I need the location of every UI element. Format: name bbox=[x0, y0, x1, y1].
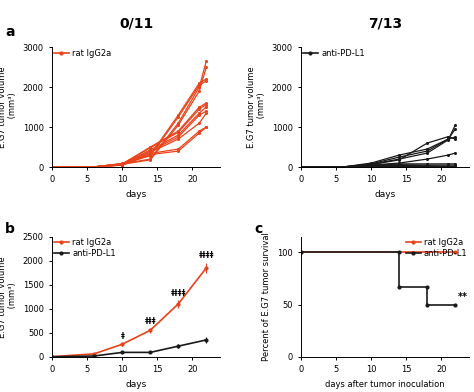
Legend: rat IgG2a: rat IgG2a bbox=[54, 49, 111, 58]
X-axis label: days after tumor inoculation: days after tumor inoculation bbox=[325, 379, 445, 388]
Text: a: a bbox=[5, 25, 15, 40]
Text: c: c bbox=[254, 222, 262, 236]
X-axis label: days: days bbox=[126, 190, 147, 199]
Y-axis label: E.G7 tumor volume
 (mm³): E.G7 tumor volume (mm³) bbox=[246, 66, 266, 148]
Text: ‡‡‡‡: ‡‡‡‡ bbox=[199, 251, 214, 260]
X-axis label: days: days bbox=[374, 190, 396, 199]
Text: ‡‡‡‡: ‡‡‡‡ bbox=[171, 289, 186, 298]
Text: ‡‡‡: ‡‡‡ bbox=[145, 316, 156, 325]
Legend: anti-PD-L1: anti-PD-L1 bbox=[303, 49, 365, 58]
Title: 0/11: 0/11 bbox=[119, 16, 154, 31]
Text: b: b bbox=[5, 222, 15, 236]
Y-axis label: E.G7 tumor volume
 (mm³): E.G7 tumor volume (mm³) bbox=[0, 66, 17, 148]
Y-axis label: Percent of E.G7 tumor survival: Percent of E.G7 tumor survival bbox=[263, 232, 272, 361]
Title: 7/13: 7/13 bbox=[368, 16, 402, 31]
X-axis label: days: days bbox=[126, 379, 147, 388]
Legend: rat IgG2a, anti-PD-L1: rat IgG2a, anti-PD-L1 bbox=[406, 238, 467, 258]
Legend: rat IgG2a, anti-PD-L1: rat IgG2a, anti-PD-L1 bbox=[54, 238, 116, 258]
Text: ‡: ‡ bbox=[120, 332, 124, 341]
Text: **: ** bbox=[457, 292, 467, 303]
Y-axis label: E.G7 tumor volume
 (mm³): E.G7 tumor volume (mm³) bbox=[0, 256, 17, 338]
